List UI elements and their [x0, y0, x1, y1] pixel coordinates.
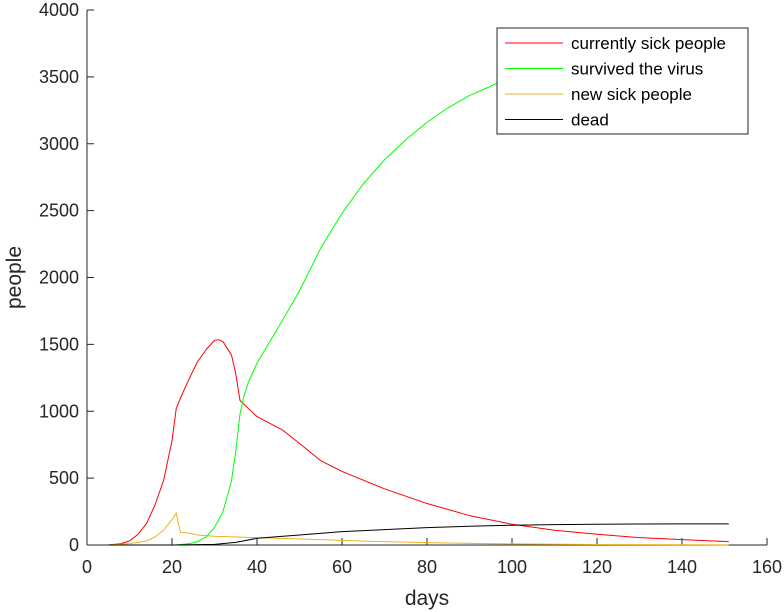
x-tick-label: 0 — [82, 557, 92, 577]
legend-entry-label: survived the virus — [571, 60, 703, 79]
x-tick-label: 20 — [162, 557, 182, 577]
x-tick-label: 160 — [752, 557, 782, 577]
legend-box — [496, 27, 749, 135]
x-tick-label: 100 — [497, 557, 527, 577]
y-tick-label: 3500 — [39, 67, 79, 87]
x-tick-label: 60 — [332, 557, 352, 577]
legend: currently sick people survived the virus n… — [496, 27, 749, 135]
y-tick-label: 2000 — [39, 268, 79, 288]
x-tick-label: 120 — [582, 557, 612, 577]
x-axis-label: days — [405, 587, 449, 610]
y-tick-label: 3000 — [39, 134, 79, 154]
y-tick-label: 4000 — [39, 0, 79, 20]
y-tick-label: 1000 — [39, 401, 79, 421]
legend-entry-label: new sick people — [571, 85, 692, 104]
y-tick-label: 0 — [69, 535, 79, 555]
series-line-survived-the-virus — [176, 79, 504, 546]
x-tick-label: 140 — [667, 557, 697, 577]
x-tick-label: 40 — [247, 557, 267, 577]
y-tick-label: 1500 — [39, 334, 79, 354]
legend-entry-label: currently sick people — [571, 34, 726, 53]
x-tick-label: 80 — [417, 557, 437, 577]
series-line-new-sick-people — [108, 512, 729, 546]
series-line-dead — [108, 523, 729, 546]
y-tick-label: 2500 — [39, 201, 79, 221]
axes: 0 20 40 60 80 100 120 140 160 0 500 1000 1500 2000 250… — [39, 0, 782, 577]
y-axis-label: people — [3, 246, 26, 309]
y-tick-label: 500 — [49, 468, 79, 488]
legend-entry-label: dead — [571, 111, 609, 130]
series-layer — [108, 79, 729, 546]
series-line-currently-sick-people — [108, 339, 729, 546]
